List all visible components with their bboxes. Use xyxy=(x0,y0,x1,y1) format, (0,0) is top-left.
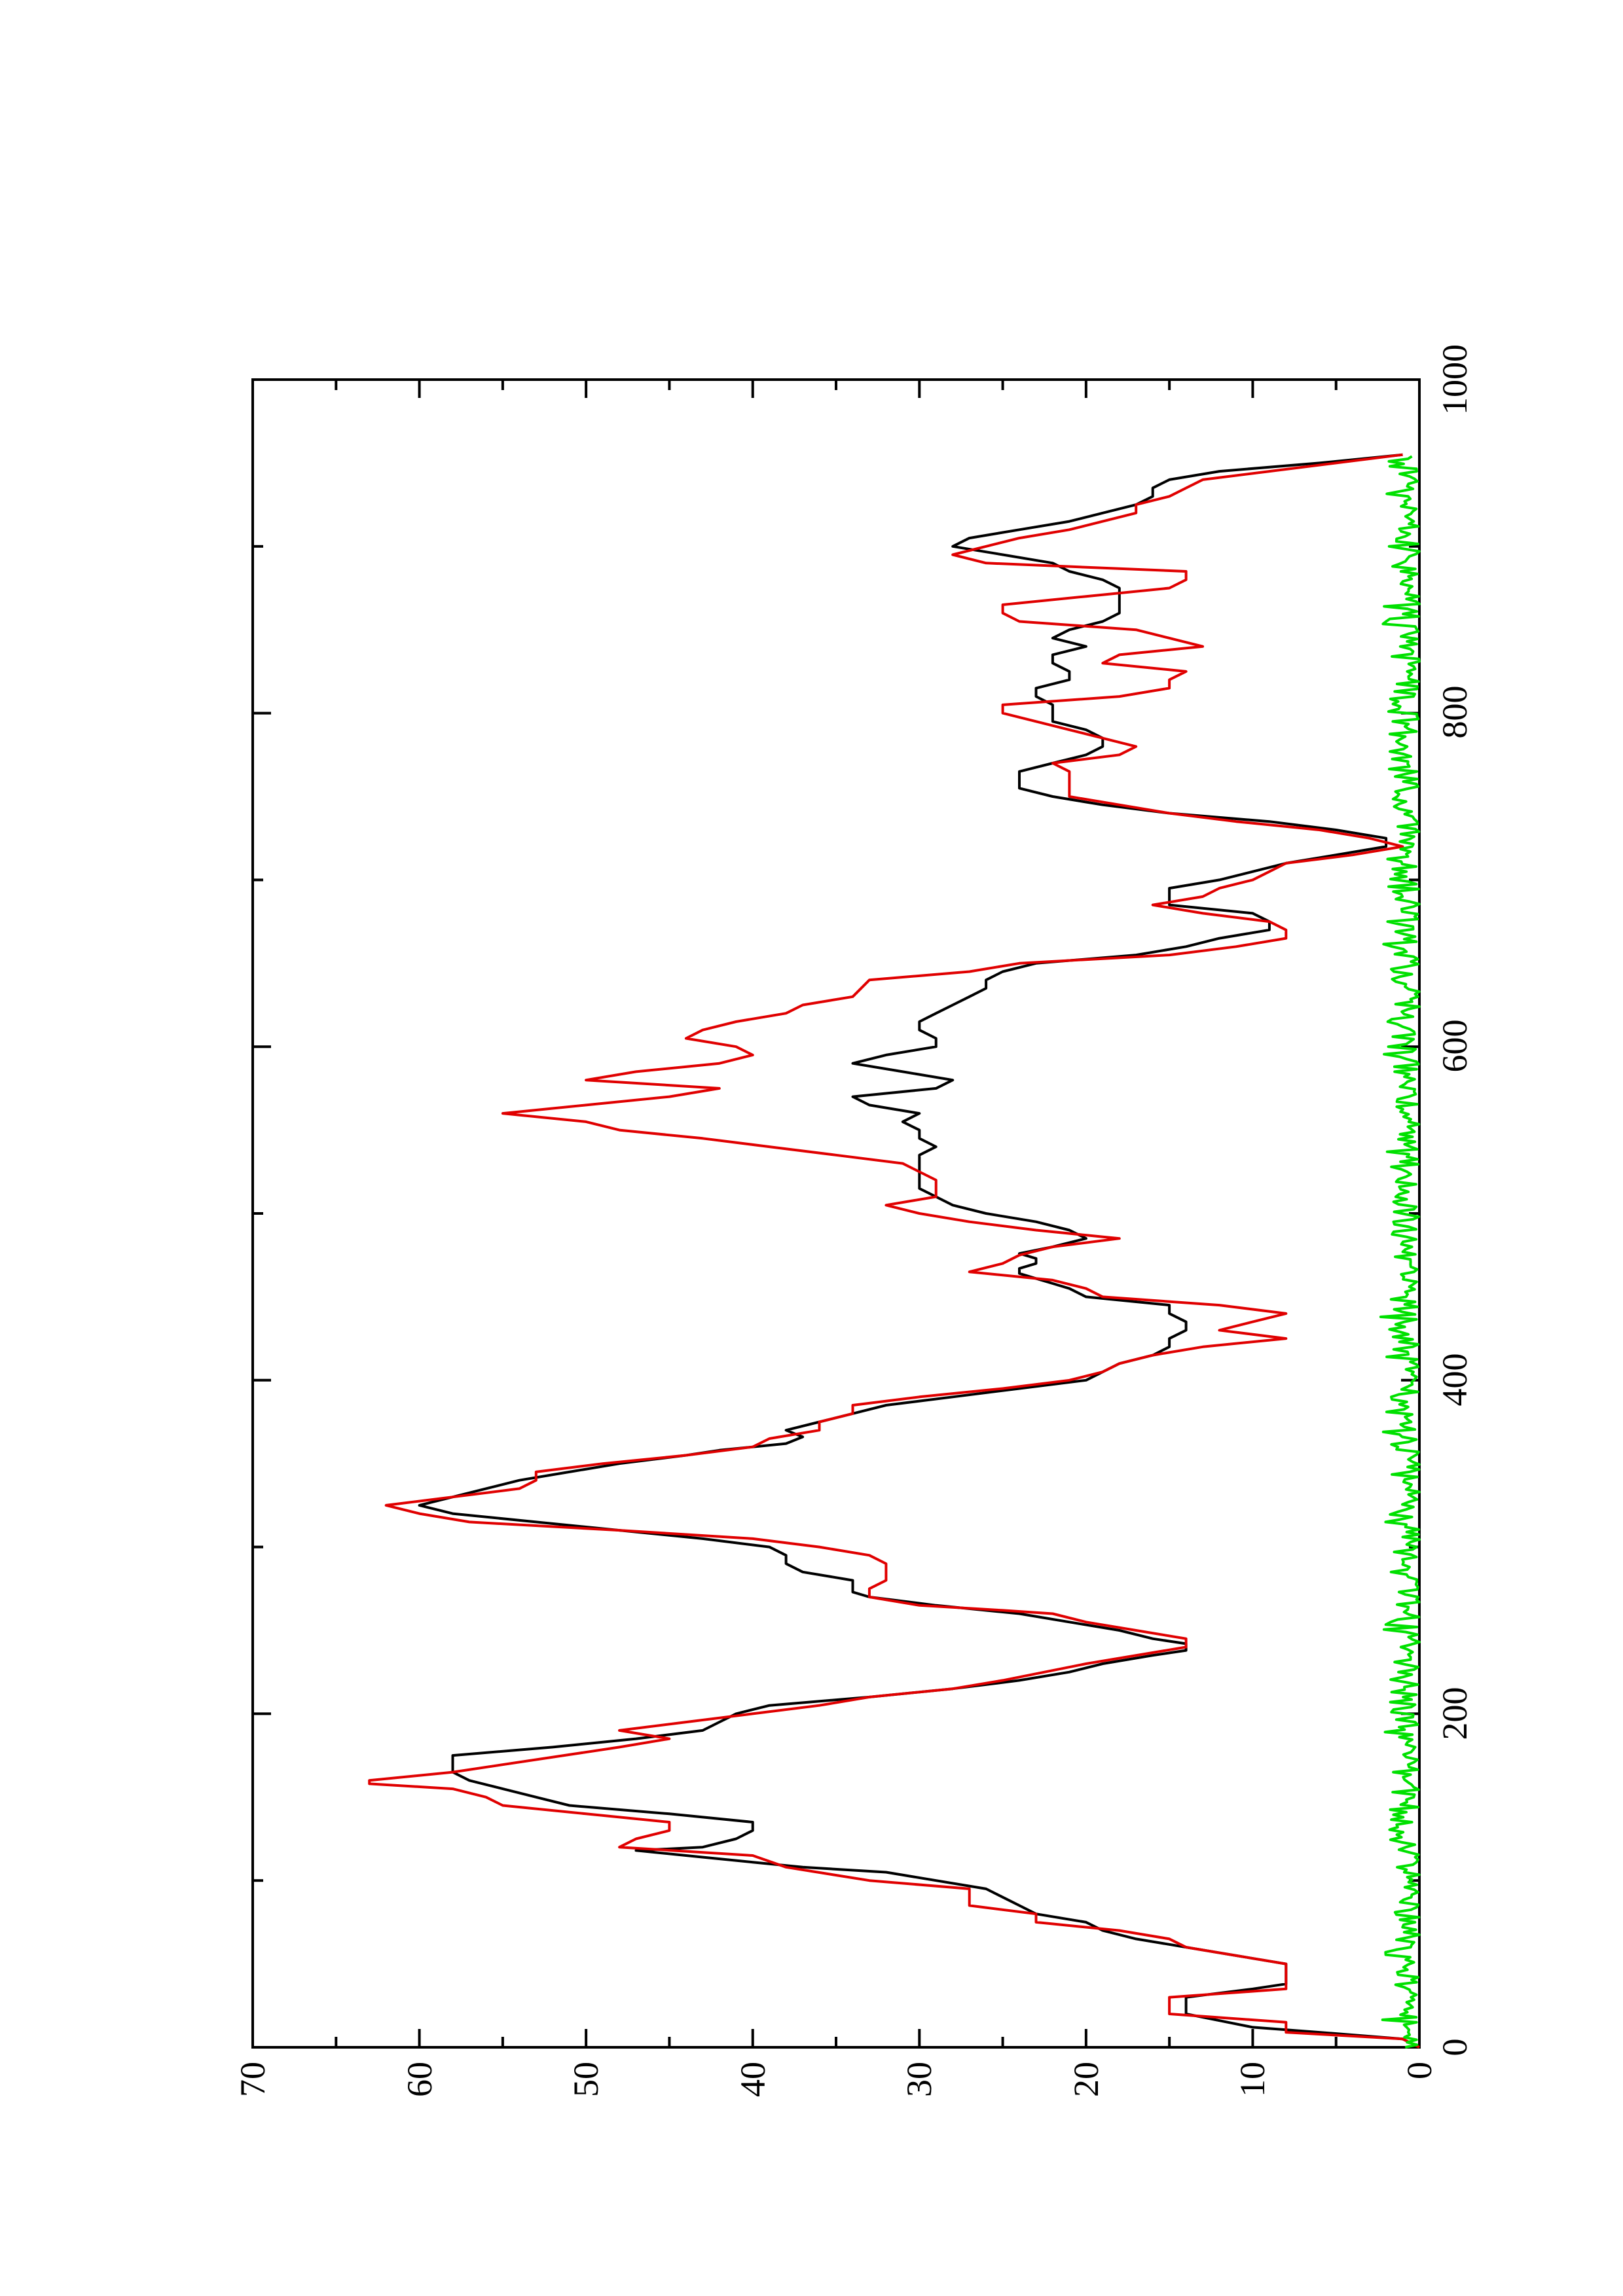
tick-labels: 0 200 400 600 800 1000 0 10 20 30 40 50 … xyxy=(233,344,1474,2097)
series-line-1 xyxy=(368,453,1420,2049)
y-tick-label: 20 xyxy=(1067,2062,1106,2097)
x-tick-label: 1000 xyxy=(1435,344,1474,415)
y-tick-label: 0 xyxy=(1400,2062,1439,2079)
series-line-2 xyxy=(1379,455,1421,2049)
x-tick-label: 0 xyxy=(1435,2039,1474,2056)
x-tick-label: 600 xyxy=(1435,1020,1474,1073)
x-tick-label: 800 xyxy=(1435,686,1474,739)
series-layer xyxy=(368,453,1421,2049)
y-tick-label: 30 xyxy=(900,2062,939,2097)
y-tick-label: 10 xyxy=(1233,2062,1272,2097)
y-tick-label: 70 xyxy=(233,2062,272,2097)
y-tick-label: 50 xyxy=(566,2062,606,2097)
y-tick-label: 40 xyxy=(733,2062,773,2097)
y-tick-label: 60 xyxy=(400,2062,439,2097)
x-tick-label: 400 xyxy=(1435,1354,1474,1407)
plot-frame xyxy=(251,378,1421,2049)
series-line-0 xyxy=(418,453,1420,2049)
axis-ticks xyxy=(251,378,1421,2049)
x-tick-label: 200 xyxy=(1435,1687,1474,1740)
